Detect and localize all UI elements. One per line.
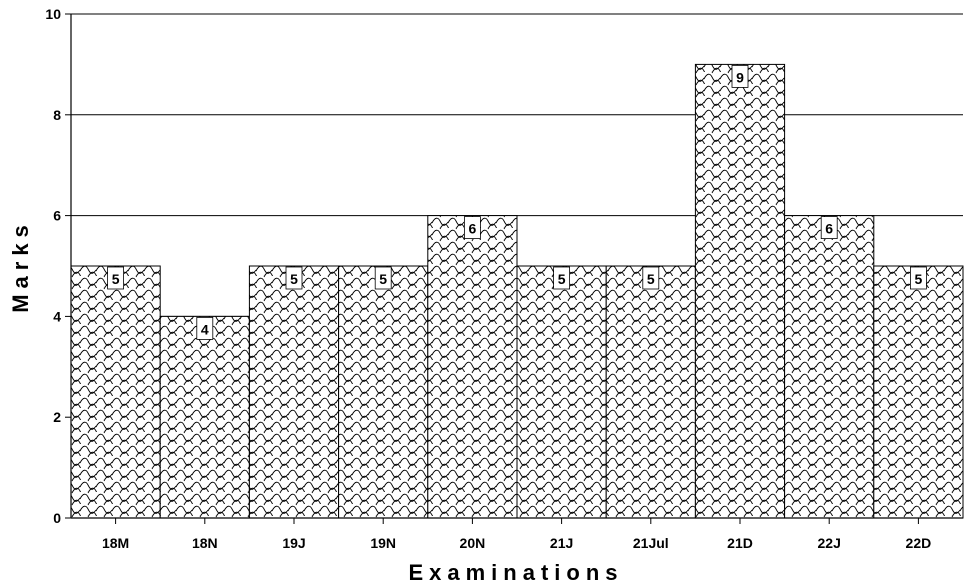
bar-21Jul [605, 265, 696, 519]
x-tick-label: 19N [370, 535, 396, 551]
data-label-box [285, 266, 303, 290]
x-tick-label: 21J [550, 535, 573, 551]
bar-22D [873, 265, 964, 519]
data-label: 5 [553, 266, 570, 290]
data-label-box [553, 266, 570, 290]
x-tick-label: 19J [282, 535, 305, 551]
x-axis-title: Examinations [408, 560, 623, 585]
data-label: 5 [642, 266, 660, 290]
x-tick-label: 20N [460, 535, 486, 551]
x-tick-label: 21Jul [633, 535, 669, 551]
data-label-box [820, 216, 838, 240]
x-tick-label: 18M [102, 535, 129, 551]
data-label-text: 5 [379, 271, 387, 287]
y-tick-label: 8 [53, 107, 61, 123]
x-tick-label: 22J [818, 535, 841, 551]
data-label-text: 9 [736, 69, 744, 85]
data-label-box [374, 266, 392, 290]
data-label: 5 [285, 266, 303, 290]
y-tick-label: 2 [53, 409, 61, 425]
bar-20N [427, 215, 518, 519]
bar-22J [784, 215, 875, 519]
data-label-text: 5 [290, 271, 298, 287]
x-tick-label: 22D [906, 535, 932, 551]
x-tick-label: 18N [192, 535, 218, 551]
bars [70, 63, 964, 519]
data-label-text: 5 [112, 271, 120, 287]
bar-18N [159, 315, 250, 519]
bar-21D [694, 63, 786, 519]
y-tick-label: 6 [53, 208, 61, 224]
data-label-box [196, 316, 214, 340]
data-label-box [910, 266, 927, 290]
data-label: 5 [107, 266, 124, 290]
axes: 0 2 4 6 8 10 18M 18N 19J 19N 20N 21J 21Jul 21D 22J 22D [45, 6, 963, 551]
bar-18M [70, 265, 161, 519]
data-label: 6 [463, 216, 481, 240]
data-label: 5 [910, 266, 927, 290]
data-label-text: 4 [201, 321, 209, 337]
data-label-box [731, 65, 749, 88]
data-label-text: 5 [558, 271, 566, 287]
y-tick-label: 10 [45, 6, 61, 22]
data-label-box [642, 266, 660, 290]
labels: 5 4 5 5 6 5 5 9 6 5 [107, 65, 927, 340]
bar-21J [516, 265, 607, 519]
data-label-text: 6 [469, 221, 477, 237]
y-axis-title: Marks [8, 219, 33, 313]
data-label: 9 [731, 65, 749, 88]
bar-19J [248, 265, 340, 519]
x-tick-label: 21D [727, 535, 753, 551]
data-label-text: 5 [915, 271, 923, 287]
data-label: 6 [820, 216, 838, 240]
data-label-box [463, 216, 481, 240]
data-label: 5 [374, 266, 392, 290]
data-label-box [107, 266, 124, 290]
data-label-text: 5 [647, 271, 655, 287]
y-tick-label: 4 [53, 308, 61, 324]
bar-19N [338, 265, 429, 519]
data-label: 4 [196, 316, 214, 340]
data-label-text: 6 [825, 221, 833, 237]
y-tick-label: 0 [53, 510, 61, 526]
